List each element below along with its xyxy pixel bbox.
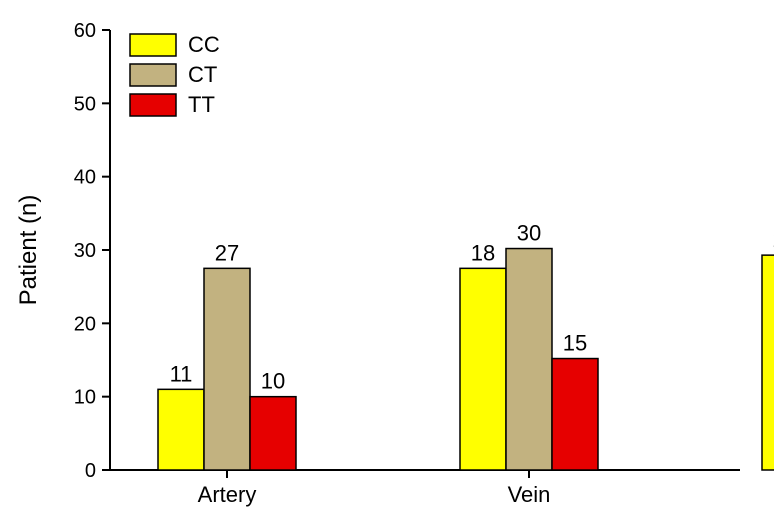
legend-swatch — [130, 64, 176, 86]
bar-value-label: 18 — [471, 240, 495, 265]
legend-label: CC — [188, 32, 220, 57]
bar — [204, 268, 250, 470]
chart-container: 0 10 20 30 40 50 60 Patient (n) 11 27 10 Artery 18 30… — [0, 0, 774, 526]
bar — [250, 397, 296, 470]
bar-value-label: 30 — [517, 221, 541, 246]
bar — [158, 389, 204, 470]
x-category-label: Vein — [508, 482, 551, 507]
y-tick-label: 10 — [74, 387, 96, 409]
bar — [762, 255, 774, 470]
bar — [506, 249, 552, 470]
y-tick-label: 40 — [74, 167, 96, 189]
bar-value-label: 10 — [261, 369, 285, 394]
y-tick-label: 50 — [74, 93, 96, 115]
y-tick-label: 0 — [85, 460, 96, 482]
bar — [460, 268, 506, 470]
x-category-label: Artery — [198, 482, 257, 507]
bar-value-label: 15 — [563, 331, 587, 356]
legend-label: TT — [188, 92, 215, 117]
legend-swatch — [130, 34, 176, 56]
bar-value-label: 11 — [170, 361, 193, 386]
legend-label: CT — [188, 62, 217, 87]
bar-chart: 0 10 20 30 40 50 60 Patient (n) 11 27 10 Artery 18 30… — [0, 0, 774, 526]
bar — [552, 359, 598, 470]
y-tick-label: 60 — [74, 20, 96, 42]
y-axis-label: Patient (n) — [15, 195, 42, 306]
y-tick-label: 20 — [74, 313, 96, 335]
legend-swatch — [130, 94, 176, 116]
y-tick-label: 30 — [74, 240, 96, 262]
bar-value-label: 27 — [215, 240, 239, 265]
